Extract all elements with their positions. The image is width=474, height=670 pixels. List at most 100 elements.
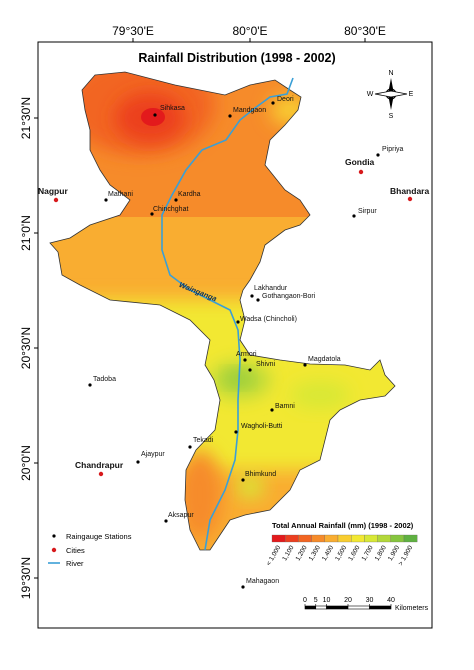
legend-station-symbol	[52, 534, 56, 538]
compass-letter: E	[409, 91, 414, 98]
station-label: Mandgaon	[233, 107, 266, 114]
scale-segment	[315, 605, 327, 610]
station-label: Tadoba	[93, 376, 116, 383]
north-arrow: N S E W	[367, 70, 414, 120]
station-label: Mathani	[108, 191, 133, 198]
zone	[236, 476, 264, 498]
raingauge-station	[104, 198, 108, 202]
raingauge-station	[352, 214, 356, 218]
raingauge-station	[248, 368, 252, 372]
latitude-label: 20°30'N	[19, 327, 33, 369]
latitude-label: 20°0'N	[19, 445, 33, 481]
scale-label: 40	[387, 597, 395, 604]
station-label: Sirpur	[358, 208, 377, 215]
raingauge-station	[188, 445, 192, 449]
raingauge-station	[153, 113, 157, 117]
scale-segment	[369, 605, 392, 610]
station-label: Lakhandur	[254, 285, 288, 292]
compass-letter: W	[367, 91, 374, 98]
station-label: Aksapur	[168, 512, 194, 519]
station-label: Shivni	[256, 361, 276, 368]
station-label: Ajaypur	[141, 451, 165, 458]
raingauge-station	[241, 478, 245, 482]
station-label: Mahagaon	[246, 578, 279, 585]
city-label: Chandrapur	[75, 460, 124, 470]
station-label: Pipriya	[382, 146, 404, 153]
rainfall-class-swatch	[271, 534, 286, 543]
station-label: Wagholi-Butti	[241, 423, 283, 430]
rainfall-class-swatch	[324, 534, 339, 543]
region-outline	[49, 71, 396, 551]
raingauge-station	[136, 460, 140, 464]
rainfall-class-swatch	[390, 534, 405, 543]
raingauge-station	[164, 519, 168, 523]
rainfall-class-swatch	[351, 534, 365, 543]
scale-label: 10	[323, 597, 331, 604]
latitude-label: 19°30'N	[19, 557, 33, 599]
river	[161, 77, 294, 551]
scale-label: 20	[344, 597, 352, 604]
raingauge-station	[228, 114, 232, 118]
raingauge-station	[256, 298, 260, 302]
city-marker	[407, 196, 413, 202]
city-marker	[98, 471, 104, 477]
scale-label: 0	[303, 597, 307, 604]
map-title: Rainfall Distribution (1998 - 2002)	[138, 51, 335, 65]
raingauge-station	[271, 101, 275, 105]
raingauge-station	[376, 153, 380, 157]
scale-label: 5	[314, 597, 318, 604]
longitude-label: 80°30'E	[344, 24, 386, 38]
raingauge-station	[234, 430, 238, 434]
zone	[141, 108, 165, 126]
rainfall-class-swatch	[285, 534, 299, 543]
legend-station-label: Raingauge Stations	[66, 532, 132, 541]
latitude-label: 21°30'N	[19, 97, 33, 139]
station-label: Tekadi	[193, 437, 214, 444]
station-label: Sihkasa	[160, 105, 185, 112]
legend-river-label: River	[66, 559, 84, 568]
raingauge-station	[236, 320, 240, 324]
city-label: Bhandara	[390, 186, 429, 196]
city-label: Gondia	[345, 157, 375, 167]
rainfall-legend-title: Total Annual Rainfall (mm) (1998 - 2002)	[272, 521, 414, 530]
legend-city-label: Cities	[66, 546, 85, 555]
rainfall-class-swatch	[364, 534, 378, 543]
scale-segment	[326, 605, 349, 610]
longitude-label: 80°0'E	[232, 24, 267, 38]
rainfall-class-swatch	[311, 534, 325, 543]
raingauge-station	[88, 383, 92, 387]
rainfall-class-swatch	[403, 534, 418, 543]
station-label: Magdatola	[308, 356, 341, 363]
rainfall-class-swatch	[298, 534, 312, 543]
compass-letter: S	[389, 113, 394, 120]
compass-letter: N	[388, 70, 393, 77]
rainfall-class-swatch	[337, 534, 352, 543]
scale-unit: Kilometers	[395, 605, 429, 612]
raingauge-station	[303, 363, 307, 367]
zone	[290, 381, 350, 409]
longitude-label: 79°30'E	[112, 24, 154, 38]
raingauge-station	[174, 198, 178, 202]
station-label: Bhimkund	[245, 471, 276, 478]
scale-label: 30	[366, 597, 374, 604]
zone	[228, 371, 248, 385]
latitude-label: 21°0'N	[19, 215, 33, 251]
raingauge-station	[241, 585, 245, 589]
city-label: Nagpur	[38, 186, 68, 196]
station-label: Deori	[277, 96, 294, 103]
station-label: Armori	[236, 351, 257, 358]
raingauge-station	[250, 294, 254, 298]
raingauge-station	[150, 212, 154, 216]
scale-segment	[304, 605, 317, 610]
rainfall-class-swatch	[377, 534, 391, 543]
raingauge-station	[243, 358, 247, 362]
scale-segment	[347, 605, 370, 610]
raingauge-station	[270, 408, 274, 412]
station-label: Gothangaon-Bori	[262, 293, 316, 300]
station-label: Bamni	[275, 403, 295, 410]
station-label: Chinchghat	[153, 206, 188, 213]
city-marker	[53, 197, 59, 203]
station-label: Kardha	[178, 191, 201, 198]
legend-city-symbol	[51, 547, 57, 553]
